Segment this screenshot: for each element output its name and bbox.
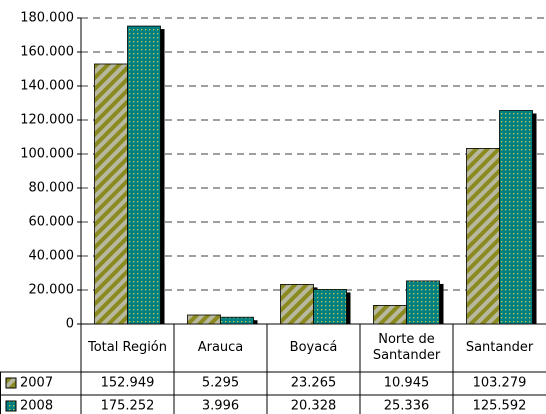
- x-tick-label: Norte de Santander: [372, 332, 441, 363]
- legend-label: 2007: [20, 376, 53, 391]
- y-tick-label: 60.000: [29, 215, 75, 230]
- table-value: 23.265: [291, 376, 337, 391]
- y-tick-label: 0: [66, 317, 74, 332]
- bar: [280, 284, 314, 325]
- y-tick-label: 120.000: [20, 113, 74, 128]
- bar: [466, 148, 500, 325]
- table-value: 175.252: [101, 399, 155, 414]
- x-tick-label: Total Región: [88, 340, 167, 355]
- y-tick-label: 80.000: [29, 181, 75, 196]
- bar: [220, 316, 254, 325]
- legend-label: 2008: [20, 399, 53, 414]
- x-tick-label: Arauca: [197, 340, 244, 355]
- table-value: 103.279: [473, 376, 527, 391]
- y-tick-label: 100.000: [20, 147, 74, 162]
- table-value: 3.996: [202, 399, 239, 414]
- y-tick-label: 40.000: [29, 249, 75, 264]
- y-tick-label: 20.000: [29, 283, 75, 298]
- legend-swatch: [5, 377, 17, 389]
- y-tick-label: 140.000: [20, 79, 74, 94]
- bar: [313, 289, 347, 325]
- y-tick-label: 160.000: [20, 45, 74, 60]
- bar: [373, 304, 407, 325]
- bar: [406, 280, 440, 325]
- table-value: 25.336: [384, 399, 430, 414]
- bar: [499, 110, 533, 325]
- x-tick-label: Boyacá: [289, 340, 338, 355]
- table-value: 20.328: [291, 399, 337, 414]
- table-value: 5.295: [202, 376, 239, 391]
- bar: [94, 63, 128, 325]
- table-value: 10.945: [384, 376, 430, 391]
- y-tick-label: 180.000: [20, 11, 74, 26]
- x-tick-label: Santander: [465, 340, 534, 355]
- bar: [127, 25, 161, 325]
- legend-swatch: [5, 400, 17, 412]
- table-value: 125.592: [473, 399, 527, 414]
- bar: [187, 314, 221, 325]
- table-value: 152.949: [101, 376, 155, 391]
